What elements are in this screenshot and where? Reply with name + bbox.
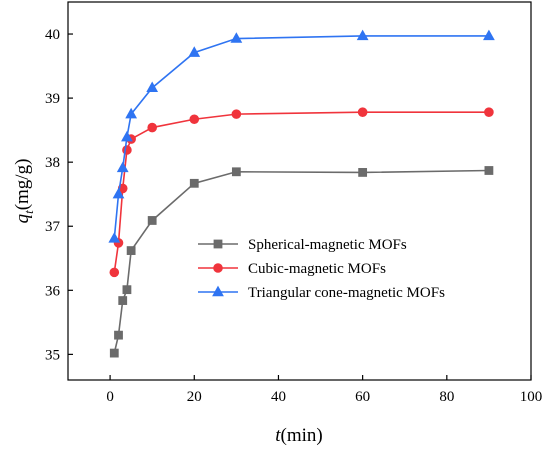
data-point	[189, 114, 200, 125]
data-point	[356, 29, 369, 41]
data-point	[231, 109, 242, 119]
y-tick-label: 37	[45, 219, 61, 235]
data-point	[358, 168, 368, 177]
x-tick-label: 100	[520, 389, 543, 405]
y-tick-label: 36	[45, 283, 61, 299]
data-point	[484, 107, 494, 117]
x-tick-label: 40	[271, 389, 286, 405]
data-point	[121, 130, 133, 142]
y-tick-label: 39	[45, 91, 60, 107]
series-line	[113, 35, 489, 239]
y-tick-label: 40	[45, 27, 60, 43]
data-point	[125, 107, 138, 119]
legend-label: Spherical-magnetic MOFs	[248, 237, 407, 253]
data-point	[112, 187, 125, 199]
legend-marker	[213, 263, 223, 273]
y-tick-label: 35	[45, 347, 60, 363]
legend-item: Cubic-magnetic MOFs	[198, 261, 386, 277]
y-axis-label: qt(mg/g)	[12, 159, 36, 224]
legend: Spherical-magnetic MOFs Cubic-magnetic MO…	[198, 237, 445, 301]
x-tick-label: 20	[187, 389, 202, 405]
data-point	[109, 348, 119, 358]
data-point	[146, 81, 159, 93]
data-point	[122, 145, 132, 155]
series-layer	[108, 29, 495, 358]
data-point	[189, 178, 199, 188]
legend-item: Spherical-magnetic MOFs	[198, 237, 407, 253]
x-tick-label: 0	[106, 389, 114, 405]
series-circle	[109, 107, 494, 278]
data-point	[484, 166, 494, 175]
data-point	[231, 167, 241, 177]
legend-marker	[212, 285, 224, 297]
x-axis-label: t(min)	[275, 425, 323, 446]
data-point	[188, 46, 201, 57]
series-square	[109, 166, 494, 358]
legend-item: Triangular cone-magnetic MOFs	[198, 285, 445, 301]
x-axis-ticks: 0 20 40 60 80 100	[106, 375, 542, 405]
data-point	[109, 267, 120, 278]
plot-frame	[67, 1, 532, 381]
data-point	[147, 122, 157, 133]
y-tick-label: 38	[45, 155, 60, 171]
data-point	[483, 29, 495, 41]
legend-marker	[213, 239, 223, 249]
legend-label: Triangular cone-magnetic MOFs	[248, 285, 445, 301]
data-point	[357, 107, 368, 117]
data-point	[147, 216, 157, 225]
data-point	[122, 285, 132, 295]
data-point	[114, 330, 123, 340]
x-tick-label: 60	[355, 389, 370, 405]
data-point	[118, 296, 128, 305]
data-point	[116, 161, 129, 173]
x-tick-label: 80	[439, 389, 454, 405]
legend-label: Cubic-magnetic MOFs	[248, 261, 386, 277]
series-line	[113, 111, 489, 273]
data-point	[108, 232, 121, 243]
data-point	[126, 246, 136, 255]
y-axis-ticks: 35 36 37 38 39 40	[45, 27, 73, 363]
series-triangle	[108, 29, 495, 243]
data-point	[230, 32, 243, 43]
series-line	[113, 169, 489, 354]
